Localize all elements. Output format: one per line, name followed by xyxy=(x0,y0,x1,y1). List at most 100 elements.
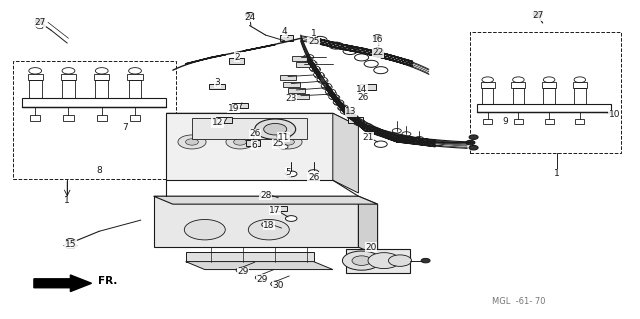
Circle shape xyxy=(390,134,400,139)
Circle shape xyxy=(342,251,381,270)
Circle shape xyxy=(245,12,254,17)
Circle shape xyxy=(333,100,344,106)
Circle shape xyxy=(277,133,290,140)
Bar xyxy=(346,249,410,273)
Circle shape xyxy=(226,135,254,149)
Circle shape xyxy=(371,128,381,133)
Text: 12: 12 xyxy=(212,118,223,127)
Circle shape xyxy=(305,60,316,65)
Text: 13: 13 xyxy=(345,107,356,116)
Circle shape xyxy=(340,109,351,114)
Circle shape xyxy=(321,83,332,88)
Circle shape xyxy=(255,119,296,139)
Circle shape xyxy=(347,114,357,119)
Circle shape xyxy=(469,145,478,150)
Circle shape xyxy=(234,139,246,145)
Text: 17: 17 xyxy=(269,206,281,215)
Circle shape xyxy=(410,138,420,144)
Text: 27: 27 xyxy=(34,18,45,27)
Circle shape xyxy=(260,192,271,197)
Bar xyxy=(292,94,309,99)
Bar xyxy=(62,80,75,98)
Circle shape xyxy=(314,73,324,78)
Bar xyxy=(30,115,40,121)
Circle shape xyxy=(426,140,436,145)
Bar xyxy=(216,117,232,123)
Circle shape xyxy=(274,135,302,149)
Bar xyxy=(29,80,42,98)
Bar xyxy=(280,35,293,41)
Bar xyxy=(483,119,492,124)
Circle shape xyxy=(310,67,321,72)
Text: 1: 1 xyxy=(554,169,559,178)
Circle shape xyxy=(368,253,400,269)
Circle shape xyxy=(184,219,225,240)
Bar xyxy=(274,206,287,211)
Circle shape xyxy=(279,145,288,149)
Text: 4: 4 xyxy=(282,27,287,36)
Circle shape xyxy=(333,100,344,105)
Bar xyxy=(296,62,312,67)
Text: 22: 22 xyxy=(372,48,383,57)
Bar xyxy=(545,119,554,124)
Bar xyxy=(283,82,300,87)
Circle shape xyxy=(285,171,297,177)
Circle shape xyxy=(398,137,408,142)
Bar xyxy=(166,113,333,180)
Circle shape xyxy=(392,129,401,133)
Text: 5: 5 xyxy=(285,168,291,177)
Circle shape xyxy=(355,54,369,61)
Bar xyxy=(513,88,524,104)
Polygon shape xyxy=(186,262,333,270)
Circle shape xyxy=(317,77,327,82)
Circle shape xyxy=(271,281,282,287)
Circle shape xyxy=(285,216,297,221)
Circle shape xyxy=(329,42,343,49)
Circle shape xyxy=(362,123,372,129)
Circle shape xyxy=(186,139,198,145)
Polygon shape xyxy=(154,196,358,247)
Bar xyxy=(280,75,296,80)
Circle shape xyxy=(338,106,348,111)
Circle shape xyxy=(374,141,387,147)
Circle shape xyxy=(309,66,319,71)
Circle shape xyxy=(390,136,401,141)
Circle shape xyxy=(248,219,289,240)
Bar xyxy=(192,118,307,139)
Bar xyxy=(129,80,141,98)
Bar xyxy=(542,82,556,88)
Text: 16: 16 xyxy=(372,35,383,44)
Bar xyxy=(28,74,43,80)
Bar xyxy=(482,88,493,104)
Text: 20: 20 xyxy=(365,243,377,252)
Circle shape xyxy=(255,275,267,280)
Text: 8: 8 xyxy=(97,166,102,175)
Text: 11: 11 xyxy=(278,133,289,142)
Bar xyxy=(63,115,74,121)
Bar xyxy=(573,82,587,88)
Bar xyxy=(209,84,225,89)
Text: MGL  -61- 70: MGL -61- 70 xyxy=(492,297,545,306)
Circle shape xyxy=(308,170,319,175)
Circle shape xyxy=(338,105,348,110)
Text: 25: 25 xyxy=(308,37,319,46)
Bar xyxy=(575,119,584,124)
Circle shape xyxy=(367,128,378,133)
Text: 1: 1 xyxy=(65,197,70,205)
Circle shape xyxy=(317,78,328,83)
Bar xyxy=(470,32,621,153)
Text: 14: 14 xyxy=(356,85,367,94)
Bar xyxy=(13,61,176,179)
Circle shape xyxy=(388,255,412,266)
Bar xyxy=(232,103,248,108)
Text: 9: 9 xyxy=(503,117,508,126)
Text: 26: 26 xyxy=(249,130,260,138)
Circle shape xyxy=(236,267,248,273)
Bar xyxy=(511,82,525,88)
Circle shape xyxy=(66,239,75,243)
Bar xyxy=(127,74,143,80)
Circle shape xyxy=(343,110,353,115)
Bar xyxy=(288,88,305,93)
Circle shape xyxy=(422,140,432,145)
Bar xyxy=(22,98,166,107)
